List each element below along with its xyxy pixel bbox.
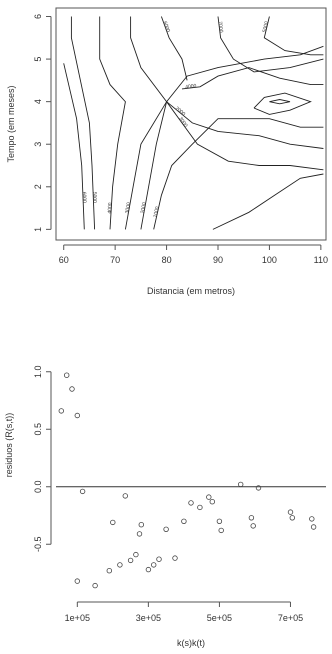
y-tick-label: 5	[33, 57, 43, 62]
contour-lines	[63, 16, 324, 230]
contour-line	[160, 16, 188, 81]
residual-chart: 1e+05 3e+05 5e+05 7e+05 -0.5 0.0 0.5 1.0 k(s)k…	[4, 365, 326, 648]
residual-point	[237, 481, 244, 488]
residual-point	[92, 582, 98, 589]
residual-point	[69, 386, 75, 392]
residual-point	[79, 488, 86, 495]
contour-line	[99, 16, 126, 230]
residual-point	[172, 555, 178, 561]
residual-point	[310, 524, 317, 530]
residual-point	[163, 526, 169, 532]
x-axis-label: k(s)k(t)	[177, 638, 205, 648]
contour-label: 3000	[124, 202, 132, 214]
residual-point	[209, 498, 215, 505]
contour-line	[153, 118, 324, 230]
contour-line	[253, 92, 312, 115]
residual-points	[58, 372, 317, 589]
residual-point	[218, 527, 224, 534]
x-tick-label: 100	[262, 255, 277, 265]
y-tick-label: 1.0	[33, 365, 43, 378]
contour-label: 5000	[262, 21, 270, 33]
y-tick-label: 0.5	[33, 423, 43, 436]
x-tick-label: 60	[59, 255, 69, 265]
plot-frame	[55, 7, 327, 241]
x-tick-label: 110	[314, 255, 328, 265]
contour-line	[166, 101, 324, 149]
residual-point	[110, 519, 116, 526]
residual-point	[122, 493, 128, 499]
x-tick-label: 5e+05	[207, 613, 232, 623]
contour-line	[269, 99, 291, 105]
x-tick-label: 90	[213, 255, 223, 265]
residual-point	[63, 372, 70, 378]
residual-point	[138, 521, 144, 528]
contour-label: 2000	[140, 202, 148, 214]
contour-label: 5000	[91, 192, 97, 204]
contour-line	[263, 16, 324, 56]
contour-label: 1000	[152, 206, 160, 218]
contour-label: 3000	[177, 116, 189, 129]
x-tick-label: 80	[162, 255, 172, 265]
residual-point	[106, 568, 112, 574]
y-tick-label: 3	[33, 142, 43, 147]
contour-label: 2000	[174, 106, 187, 118]
x-tick-label: 3e+05	[136, 613, 161, 623]
y-axis: -0.5 0.0 0.5 1.0	[33, 365, 52, 552]
contour-line	[212, 173, 324, 230]
y-axis: 1 2 3 4 5 6	[33, 14, 52, 232]
contour-label: 7000	[217, 21, 224, 33]
residual-point	[145, 566, 152, 573]
residual-point	[248, 515, 255, 521]
x-tick-label: 7e+05	[278, 613, 303, 623]
y-tick-label: 2	[33, 184, 43, 189]
residual-point	[156, 556, 162, 562]
contour-label: 4000	[107, 202, 114, 214]
contour-line	[70, 16, 96, 230]
y-tick-label: 0.0	[33, 480, 43, 493]
residual-point	[197, 504, 203, 511]
residual-point	[188, 500, 194, 506]
residual-point	[74, 578, 80, 584]
residual-point	[216, 518, 223, 524]
y-tick-label: -0.5	[33, 536, 43, 552]
x-tick-label: 1e+05	[65, 613, 90, 623]
contour-line	[124, 45, 324, 230]
residual-point	[74, 412, 80, 419]
residual-point	[181, 518, 187, 524]
residual-point	[250, 523, 256, 529]
residual-point	[117, 562, 123, 568]
x-tick-label: 70	[110, 255, 120, 265]
y-tick-label: 1	[33, 227, 43, 232]
residual-point	[255, 485, 262, 491]
residual-point	[287, 509, 294, 515]
y-axis-label: residuos (R(s,t))	[4, 413, 14, 478]
x-axis-label: Distancia (em metros)	[147, 286, 235, 296]
y-axis-label: Tempo (em meses)	[6, 85, 16, 162]
x-axis: 60 70 80 90 100 110	[59, 244, 328, 265]
contour-line	[166, 101, 324, 171]
contour-line	[217, 16, 324, 73]
contour-label: 6000	[81, 192, 87, 204]
residual-point	[289, 515, 295, 521]
x-axis: 1e+05 3e+05 5e+05 7e+05	[65, 601, 303, 623]
residual-point	[150, 562, 157, 568]
y-tick-label: 4	[33, 99, 43, 104]
residual-point	[206, 494, 212, 500]
residual-point	[127, 557, 134, 564]
residual-point	[309, 516, 315, 522]
contour-line	[181, 67, 324, 90]
residual-point	[58, 408, 64, 414]
contour-label: 6000	[162, 21, 172, 34]
contour-line	[63, 63, 85, 230]
residual-point	[133, 551, 139, 558]
contour-label: 4000	[185, 83, 197, 90]
y-tick-label: 6	[33, 14, 43, 19]
residual-point	[136, 531, 143, 537]
